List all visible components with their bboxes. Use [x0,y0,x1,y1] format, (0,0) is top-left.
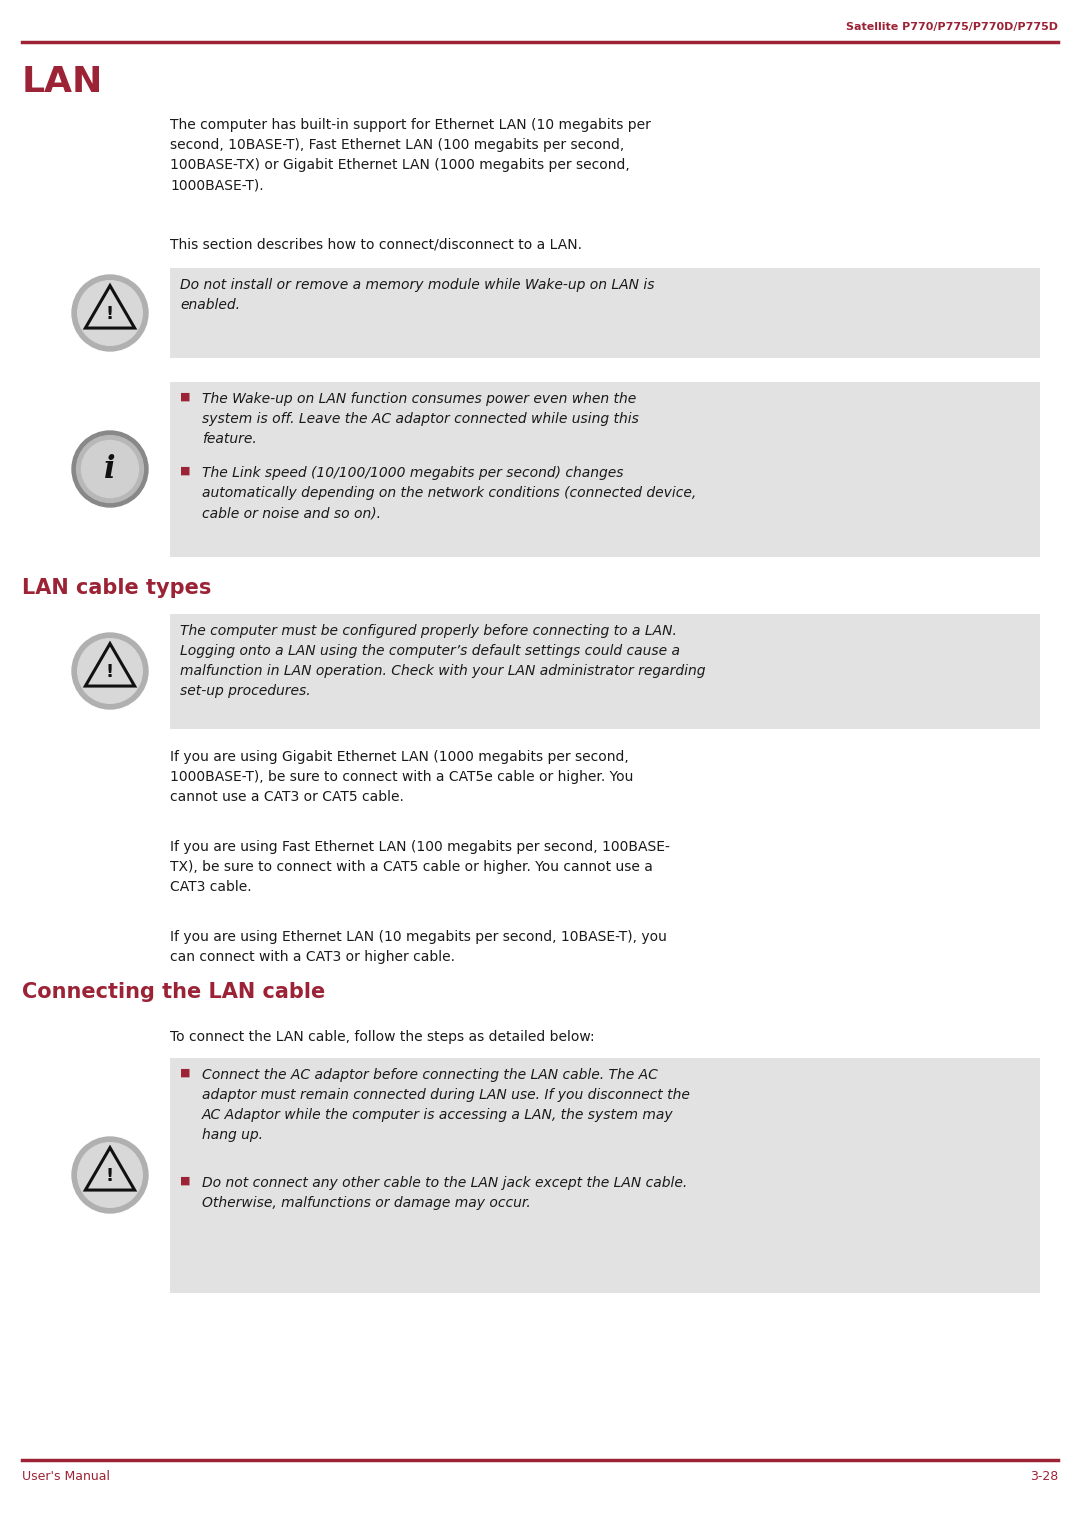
Text: 3-28: 3-28 [1029,1469,1058,1483]
Text: If you are using Fast Ethernet LAN (100 megabits per second, 100BASE-
TX), be su: If you are using Fast Ethernet LAN (100 … [170,840,670,894]
Text: LAN cable types: LAN cable types [22,578,212,598]
Text: ■: ■ [180,465,190,476]
Bar [170,614,1040,729]
Text: If you are using Gigabit Ethernet LAN (1000 megabits per second,
1000BASE-T), be: If you are using Gigabit Ethernet LAN (1… [170,750,633,805]
Circle shape [72,1138,148,1214]
Text: The Link speed (10/100/1000 megabits per second) changes
automatically depending: The Link speed (10/100/1000 megabits per… [202,465,697,520]
Circle shape [77,435,144,502]
Text: User's Manual: User's Manual [22,1469,110,1483]
Circle shape [72,633,148,709]
Text: The computer has built-in support for Ethernet LAN (10 megabits per
second, 10BA: The computer has built-in support for Et… [170,119,651,192]
Text: ■: ■ [180,1068,190,1078]
Text: Connect the AC adaptor before connecting the LAN cable. The AC
adaptor must rema: Connect the AC adaptor before connecting… [202,1068,690,1142]
Text: Do not install or remove a memory module while Wake-up on LAN is
enabled.: Do not install or remove a memory module… [180,278,654,312]
Text: The computer must be configured properly before connecting to a LAN.
Logging ont: The computer must be configured properly… [180,624,705,698]
Text: Do not connect any other cable to the LAN jack except the LAN cable.
Otherwise, : Do not connect any other cable to the LA… [202,1176,687,1211]
Text: Connecting the LAN cable: Connecting the LAN cable [22,983,325,1002]
Text: !: ! [106,306,114,324]
Bar [170,268,1040,357]
Text: ■: ■ [180,392,190,402]
Bar [170,1059,1040,1293]
Text: LAN: LAN [22,65,104,99]
Circle shape [78,1142,143,1208]
Text: The Wake-up on LAN function consumes power even when the
system is off. Leave th: The Wake-up on LAN function consumes pow… [202,392,639,446]
Circle shape [78,639,143,703]
Text: If you are using Ethernet LAN (10 megabits per second, 10BASE-T), you
can connec: If you are using Ethernet LAN (10 megabi… [170,929,666,964]
Circle shape [72,275,148,351]
Circle shape [72,430,148,506]
Circle shape [78,281,143,345]
Circle shape [81,441,138,497]
Text: !: ! [106,1168,114,1185]
Text: !: ! [106,663,114,681]
Bar [170,382,1040,557]
Text: Satellite P770/P775/P770D/P775D: Satellite P770/P775/P770D/P775D [846,21,1058,32]
Text: This section describes how to connect/disconnect to a LAN.: This section describes how to connect/di… [170,237,582,252]
Text: ■: ■ [180,1176,190,1186]
Text: i: i [104,453,116,485]
Text: To connect the LAN cable, follow the steps as detailed below:: To connect the LAN cable, follow the ste… [170,1030,595,1043]
